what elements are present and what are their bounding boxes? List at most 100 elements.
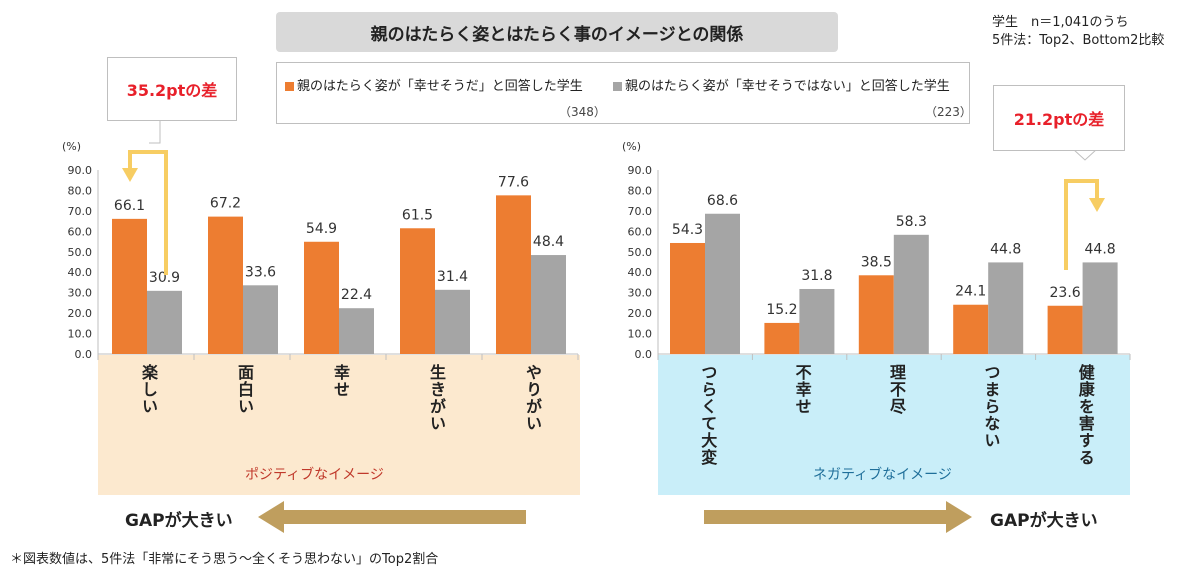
data-label: 58.3	[896, 214, 927, 230]
data-label: 30.9	[149, 270, 180, 286]
sample-line-2: 5件法：Top2、Bottom2比較	[992, 33, 1165, 48]
bar-happy	[112, 218, 147, 354]
bar-happy	[1047, 305, 1083, 354]
gap-label-left: GAPが大きい	[125, 511, 233, 531]
category-label: 理不尽	[887, 364, 906, 415]
bar-unhappy	[799, 288, 835, 354]
bar-unhappy	[435, 289, 470, 354]
bar-happy	[304, 241, 339, 354]
sample-line-1: 学生 n＝1,041のうち	[992, 15, 1129, 30]
category-label: 楽しい	[139, 364, 158, 415]
bar-happy	[764, 322, 800, 354]
data-label: 44.8	[1085, 241, 1116, 257]
chart-negative: (%) 90.0 80.0 70.0 60.0 50.0 40.0 30.0 20.0 10.0 0…	[622, 140, 1131, 361]
y-tick-label: 0.0	[635, 348, 653, 361]
bar-unhappy	[339, 308, 374, 354]
data-label: 22.4	[341, 287, 372, 303]
bar-unhappy	[705, 213, 740, 354]
category-label: 生きがい	[427, 364, 446, 432]
data-label: 66.1	[114, 198, 145, 214]
callout-right-connector	[1064, 179, 1099, 270]
category-label: 幸せ	[331, 364, 350, 398]
y-tick-label: 50.0	[628, 246, 653, 259]
data-label: 54.3	[672, 222, 703, 238]
bar-unhappy	[1082, 262, 1118, 354]
y-tick-label: 60.0	[68, 225, 93, 238]
y-tick-label: 70.0	[68, 205, 93, 218]
positive-caption: ポジティブなイメージ	[245, 467, 384, 483]
bar-happy	[400, 228, 435, 354]
category-label: つまらない	[981, 364, 1001, 449]
data-label: 38.5	[861, 254, 892, 270]
data-label: 15.2	[766, 302, 797, 318]
bar-happy	[496, 195, 531, 354]
data-label: 48.4	[533, 234, 564, 250]
y-tick-label: 70.0	[628, 205, 653, 218]
y-axis-unit: (%)	[62, 140, 81, 153]
y-tick-label: 20.0	[68, 307, 93, 320]
bar-happy	[953, 304, 989, 354]
legend-swatch-happy	[285, 82, 294, 91]
y-tick-label: 10.0	[628, 328, 653, 341]
callout-left-arrowhead	[122, 168, 138, 182]
chart-title: 親のはたらく姿とはたらく事のイメージとの関係	[276, 12, 838, 52]
positive-panel	[98, 355, 580, 495]
negative-panel	[658, 355, 1130, 495]
y-tick-label: 30.0	[628, 287, 653, 300]
category-label: 不幸せ	[792, 364, 812, 415]
sample-info: 学生 n＝1,041のうち 5件法：Top2、Bottom2比較	[992, 14, 1164, 50]
bar-unhappy	[147, 290, 182, 354]
legend-swatch-unhappy	[613, 82, 622, 91]
bar-happy	[858, 275, 894, 354]
legend-item-unhappy: 親のはたらく姿が「幸せそうではない」と回答した学生	[613, 75, 950, 94]
legend: 親のはたらく姿が「幸せそうだ」と回答した学生 （348） 親のはたらく姿が「幸せ…	[276, 62, 972, 124]
y-axis-unit: (%)	[622, 140, 641, 153]
callout-right-arrowhead	[1089, 198, 1105, 212]
callout-right: 21.2ptの差	[993, 85, 1125, 151]
data-label: 68.6	[707, 193, 738, 209]
y-tick-label: 30.0	[68, 287, 93, 300]
category-label: 健康を害する	[1075, 364, 1095, 466]
data-label: 44.8	[990, 241, 1021, 257]
y-tick-label: 90.0	[628, 164, 653, 177]
y-tick-label: 0.0	[75, 348, 93, 361]
gap-label-right: GAPが大きい	[990, 511, 1098, 531]
callout-right-tail	[1072, 148, 1098, 161]
footnote: ＊図表数値は、5件法「非常にそう思う～全くそう思わない」のTop2割合	[10, 552, 439, 567]
y-tick-label: 60.0	[628, 225, 653, 238]
y-tick-label: 40.0	[628, 266, 653, 279]
legend-label-unhappy: 親のはたらく姿が「幸せそうではない」と回答した学生	[625, 79, 950, 94]
negative-caption: ネガティブなイメージ	[813, 467, 952, 483]
callout-connectors	[122, 119, 1105, 275]
y-tick-label: 20.0	[628, 307, 653, 320]
chart-positive: (%) 90.0 80.0 70.0 60.0 50.0 40.0 30.0 20.0 10.0 0…	[62, 140, 579, 361]
data-label: 31.4	[437, 269, 468, 285]
y-tick-label: 50.0	[68, 246, 93, 259]
data-label: 77.6	[498, 174, 529, 190]
data-label: 31.8	[801, 268, 832, 284]
y-tick-label: 10.0	[68, 328, 93, 341]
y-tick-label: 40.0	[68, 266, 93, 279]
bar-unhappy	[988, 262, 1024, 354]
data-label: 24.1	[955, 284, 986, 300]
data-label: 67.2	[210, 196, 241, 212]
callout-left-tail	[149, 119, 161, 144]
category-label: つらくて大変	[698, 364, 718, 466]
data-label: 33.6	[245, 264, 276, 280]
bar-unhappy	[531, 255, 566, 354]
bar-happy	[670, 242, 705, 354]
bar-happy	[208, 216, 243, 354]
y-tick-label: 80.0	[628, 184, 653, 197]
data-label: 61.5	[402, 207, 433, 223]
legend-n-unhappy: （223）	[925, 105, 972, 119]
category-label: やりがい	[523, 364, 542, 432]
category-label: 面白い	[235, 364, 254, 415]
bar-unhappy	[243, 285, 278, 354]
callout-left: 35.2ptの差	[107, 57, 237, 121]
data-label: 23.6	[1050, 285, 1081, 301]
legend-item-happy: 親のはたらく姿が「幸せそうだ」と回答した学生	[285, 75, 583, 94]
y-tick-label: 80.0	[68, 184, 93, 197]
legend-n-happy: （348）	[559, 105, 606, 119]
callout-left-connector	[128, 150, 168, 275]
